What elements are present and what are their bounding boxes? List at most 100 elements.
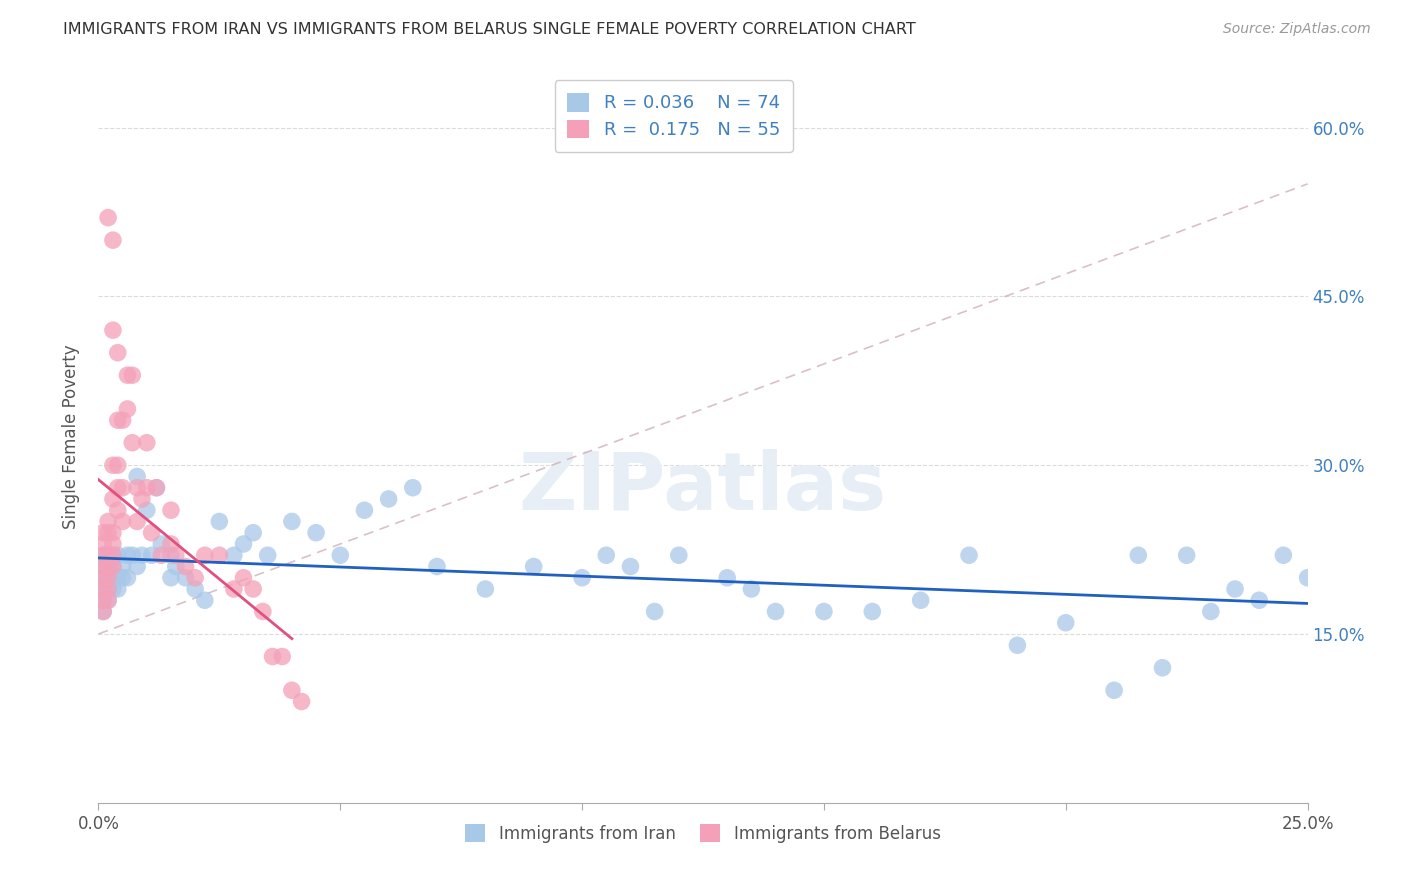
Point: [127, 515, 149, 529]
Point: [1272, 548, 1295, 562]
Point: [91, 537, 114, 551]
Point: [571, 571, 593, 585]
Point: [107, 481, 129, 495]
Point: [1199, 605, 1222, 619]
Point: [111, 515, 134, 529]
Point: [117, 401, 139, 416]
Point: [97, 571, 120, 585]
Point: [91, 559, 114, 574]
Point: [101, 559, 124, 574]
Point: [165, 559, 187, 574]
Point: [184, 571, 207, 585]
Point: [111, 481, 134, 495]
Point: [101, 571, 124, 585]
Point: [174, 559, 197, 574]
Point: [1249, 593, 1271, 607]
Point: [101, 491, 124, 506]
Point: [101, 525, 124, 540]
Text: IMMIGRANTS FROM IRAN VS IMMIGRANTS FROM BELARUS SINGLE FEMALE POVERTY CORRELATIO: IMMIGRANTS FROM IRAN VS IMMIGRANTS FROM …: [63, 22, 917, 37]
Point: [91, 593, 114, 607]
Point: [101, 458, 124, 473]
Point: [97, 582, 120, 596]
Point: [1007, 638, 1029, 652]
Point: [1152, 661, 1174, 675]
Point: [141, 548, 163, 562]
Point: [91, 605, 114, 619]
Point: [353, 503, 375, 517]
Point: [1175, 548, 1198, 562]
Point: [160, 537, 183, 551]
Legend: Immigrants from Iran, Immigrants from Belarus: Immigrants from Iran, Immigrants from Be…: [458, 818, 948, 849]
Point: [101, 233, 124, 247]
Point: [252, 605, 274, 619]
Point: [127, 559, 149, 574]
Point: [97, 559, 120, 574]
Point: [256, 548, 278, 562]
Point: [97, 525, 120, 540]
Point: [150, 548, 173, 562]
Point: [135, 503, 157, 517]
Point: [668, 548, 690, 562]
Text: ZIPatlas: ZIPatlas: [519, 450, 887, 527]
Point: [117, 571, 139, 585]
Point: [262, 649, 284, 664]
Point: [305, 525, 328, 540]
Point: [232, 571, 254, 585]
Point: [91, 571, 114, 585]
Point: [377, 491, 399, 506]
Point: [194, 593, 217, 607]
Point: [232, 537, 254, 551]
Point: [281, 683, 304, 698]
Point: [97, 582, 120, 596]
Point: [281, 515, 304, 529]
Point: [111, 559, 134, 574]
Point: [860, 605, 883, 619]
Point: [97, 515, 120, 529]
Point: [1128, 548, 1150, 562]
Point: [121, 368, 143, 383]
Point: [91, 548, 114, 562]
Point: [160, 571, 183, 585]
Point: [121, 548, 143, 562]
Point: [107, 345, 129, 359]
Point: [97, 593, 120, 607]
Point: [107, 458, 129, 473]
Point: [813, 605, 835, 619]
Point: [107, 582, 129, 596]
Point: [208, 548, 231, 562]
Point: [644, 605, 666, 619]
Point: [97, 548, 120, 562]
Point: [145, 481, 167, 495]
Point: [97, 593, 120, 607]
Point: [131, 548, 153, 562]
Point: [619, 559, 641, 574]
Point: [101, 559, 124, 574]
Point: [91, 571, 114, 585]
Point: [141, 525, 163, 540]
Point: [91, 548, 114, 562]
Point: [91, 582, 114, 596]
Point: [117, 368, 139, 383]
Point: [121, 435, 143, 450]
Point: [107, 548, 129, 562]
Point: [135, 481, 157, 495]
Point: [740, 582, 762, 596]
Point: [150, 537, 173, 551]
Point: [716, 571, 738, 585]
Point: [1223, 582, 1246, 596]
Point: [765, 605, 787, 619]
Point: [242, 525, 264, 540]
Point: [91, 525, 114, 540]
Point: [97, 548, 120, 562]
Point: [329, 548, 352, 562]
Point: [1296, 571, 1319, 585]
Point: [160, 548, 183, 562]
Point: [97, 571, 120, 585]
Y-axis label: Single Female Poverty: Single Female Poverty: [62, 345, 80, 529]
Point: [1102, 683, 1125, 698]
Point: [523, 559, 546, 574]
Point: [101, 548, 124, 562]
Point: [91, 559, 114, 574]
Point: [145, 481, 167, 495]
Point: [91, 582, 114, 596]
